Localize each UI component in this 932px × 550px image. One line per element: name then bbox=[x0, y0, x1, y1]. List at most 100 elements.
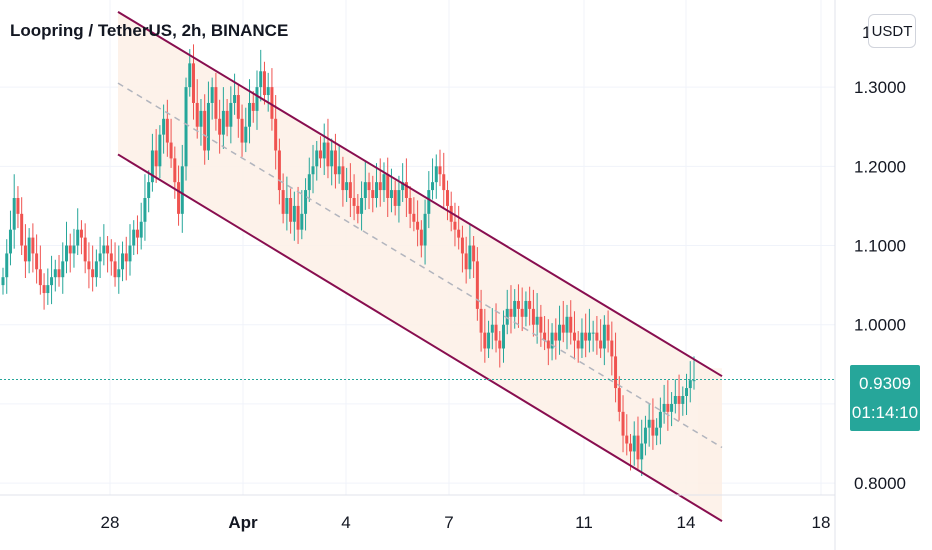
candle-body bbox=[180, 166, 184, 214]
candle-body bbox=[35, 253, 39, 270]
candle-body bbox=[128, 245, 132, 262]
candle-body bbox=[229, 102, 233, 127]
candle-body bbox=[221, 110, 225, 135]
candle-body bbox=[289, 198, 293, 222]
candle-body bbox=[206, 102, 210, 151]
candle-body bbox=[61, 261, 65, 278]
candle-body bbox=[427, 190, 431, 214]
candle-body bbox=[143, 198, 147, 222]
candle-body bbox=[266, 87, 270, 96]
time-tick-label: 18 bbox=[812, 513, 831, 532]
candle-body bbox=[520, 308, 524, 317]
candle-body bbox=[191, 63, 195, 103]
candle-body bbox=[640, 443, 644, 460]
channel-upper-line[interactable] bbox=[117, 11, 723, 378]
candle-body bbox=[360, 198, 364, 214]
candle-body bbox=[587, 332, 591, 341]
candle-body bbox=[539, 316, 543, 333]
candle-body bbox=[199, 110, 203, 127]
candle-body bbox=[68, 245, 72, 254]
candlestick-series bbox=[1, 44, 696, 476]
candle-body bbox=[173, 158, 177, 183]
candle-body bbox=[87, 261, 91, 270]
candle-body bbox=[225, 110, 229, 127]
candle-body bbox=[277, 150, 281, 191]
candle-body bbox=[572, 332, 576, 341]
candle-body bbox=[236, 95, 240, 119]
candle-body bbox=[121, 253, 125, 270]
candle-body bbox=[438, 166, 442, 175]
candle-body bbox=[464, 253, 468, 270]
candle-body bbox=[483, 332, 487, 349]
candle-body bbox=[169, 142, 173, 159]
candle-body bbox=[688, 380, 692, 389]
candle-body bbox=[304, 190, 308, 214]
candle-body bbox=[210, 87, 214, 103]
channel-projection-fill bbox=[698, 368, 722, 495]
candle-body bbox=[543, 332, 547, 341]
candle-body bbox=[117, 269, 121, 278]
candle-body bbox=[655, 427, 659, 436]
price-tick-label: 1.0000 bbox=[854, 316, 906, 335]
candle-body bbox=[610, 340, 614, 357]
time-tick-label: 14 bbox=[677, 513, 696, 532]
candle-body bbox=[371, 190, 375, 198]
candle-body bbox=[490, 324, 494, 333]
candle-body bbox=[330, 150, 334, 167]
candle-body bbox=[94, 261, 98, 278]
channel-median-line bbox=[117, 82, 723, 449]
candle-body bbox=[326, 142, 330, 167]
candle-body bbox=[23, 245, 27, 262]
candle-body bbox=[42, 285, 46, 294]
candle-body bbox=[475, 261, 479, 309]
time-tick-label: 11 bbox=[575, 513, 593, 532]
candle-body bbox=[38, 269, 42, 286]
candle-body bbox=[685, 388, 689, 396]
candle-body bbox=[262, 71, 266, 96]
candle-body bbox=[132, 229, 136, 246]
candle-body bbox=[670, 403, 674, 412]
candle-body bbox=[46, 285, 50, 294]
candle-body bbox=[300, 213, 304, 230]
candle-body bbox=[393, 190, 397, 206]
candle-body bbox=[311, 166, 315, 175]
candle-body bbox=[5, 253, 9, 278]
candle-body bbox=[505, 308, 509, 325]
candle-body bbox=[386, 174, 390, 198]
candle-body bbox=[629, 443, 633, 452]
candle-body bbox=[195, 102, 199, 127]
candle-body bbox=[651, 419, 655, 436]
candle-body bbox=[318, 150, 322, 159]
candle-body bbox=[602, 324, 606, 349]
time-tick-label: 7 bbox=[444, 513, 453, 532]
candle-body bbox=[565, 316, 569, 333]
candle-body bbox=[647, 419, 651, 428]
bar-countdown: 01:14:10 bbox=[851, 403, 919, 422]
candle-body bbox=[274, 118, 278, 151]
candle-body bbox=[109, 253, 113, 262]
candle-body bbox=[401, 182, 405, 191]
channel-lower-line[interactable] bbox=[117, 153, 723, 522]
candle-body bbox=[106, 245, 110, 254]
candle-body bbox=[16, 198, 20, 214]
candle-body bbox=[550, 332, 554, 349]
price-axis[interactable]: 1.3000 1.2000 1.1000 1.0000 0.8000 1 bbox=[854, 23, 906, 493]
currency-button[interactable]: USDT bbox=[868, 14, 916, 48]
candle-body bbox=[404, 182, 408, 198]
candle-body bbox=[356, 205, 360, 214]
candle-body bbox=[337, 166, 341, 175]
candle-body bbox=[472, 245, 476, 262]
channel-fill bbox=[118, 11, 722, 522]
candle-body bbox=[53, 269, 57, 278]
candle-body bbox=[412, 213, 416, 222]
candle-body bbox=[124, 253, 128, 262]
candle-body bbox=[397, 190, 401, 206]
candle-body bbox=[285, 198, 289, 214]
candle-body bbox=[150, 150, 154, 183]
candle-body bbox=[453, 221, 457, 230]
time-axis[interactable]: 28 Apr 4 7 11 14 18 bbox=[101, 513, 831, 532]
candle-body bbox=[83, 237, 87, 262]
candle-body bbox=[677, 396, 681, 404]
candle-body bbox=[460, 237, 464, 254]
